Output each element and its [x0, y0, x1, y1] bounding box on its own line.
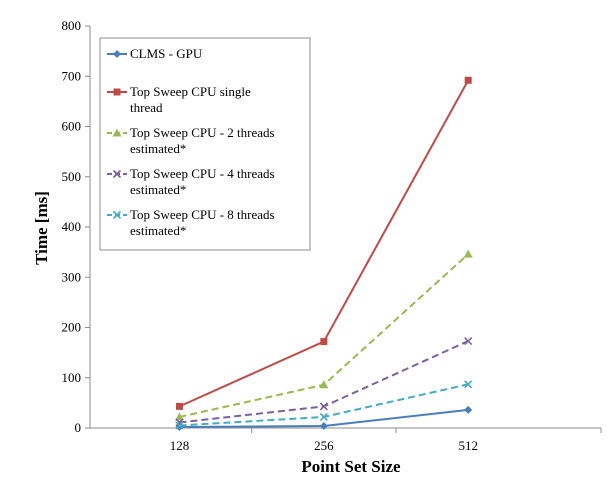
y-axis-ticks: 0 100 200 300 400 500 600 700 800: [62, 18, 90, 435]
legend-swatch-marker: [112, 210, 122, 220]
legend-label: CLMS - GPU: [130, 46, 203, 61]
legend-label: thread: [130, 100, 163, 115]
data-point: [319, 421, 328, 430]
x-axis-label: Point Set Size: [301, 457, 401, 476]
data-point: [320, 338, 328, 346]
legend-label: Top Sweep CPU single: [130, 84, 251, 99]
y-tick-label: 500: [62, 169, 82, 184]
y-tick-label: 300: [62, 269, 82, 284]
legend-label: Top Sweep CPU - 8 threads: [130, 207, 275, 222]
y-tick-label: 600: [62, 119, 82, 134]
legend-swatch-marker: [113, 50, 121, 58]
legend-label: estimated*: [130, 223, 186, 238]
y-tick-label: 0: [75, 420, 82, 435]
data-point: [464, 337, 473, 346]
legend-label: estimated*: [130, 182, 186, 197]
series-4: [175, 337, 473, 427]
series-line: [179, 383, 469, 427]
legend-label: estimated*: [130, 141, 186, 156]
series-5: [175, 380, 473, 430]
legend-label: Top Sweep CPU - 2 threads: [130, 125, 275, 140]
data-point: [319, 412, 328, 422]
legend-item: CLMS - GPU: [107, 46, 203, 61]
data-point: [464, 76, 472, 84]
data-point: [175, 402, 183, 410]
x-tick-label: 128: [170, 438, 190, 453]
data-point: [175, 421, 184, 430]
data-point: [463, 249, 473, 258]
series-3: [174, 249, 473, 421]
y-tick-label: 400: [62, 219, 82, 234]
legend-swatch-marker: [112, 169, 122, 179]
legend-label: Top Sweep CPU - 4 threads: [130, 166, 275, 181]
x-tick-label: 512: [458, 438, 478, 453]
legend-swatch-marker: [112, 128, 122, 137]
series-2: [175, 76, 472, 410]
x-tick-label: 256: [314, 438, 334, 453]
y-axis-label: Time [ms]: [32, 191, 51, 265]
legend-box: [99, 37, 311, 251]
data-point: [319, 380, 329, 389]
data-point: [464, 380, 473, 389]
data-point: [174, 412, 184, 421]
series-line: [179, 253, 469, 418]
x-axis-ticks: 128 256 512: [170, 428, 602, 453]
y-tick-label: 100: [62, 370, 82, 385]
chart-series: [174, 76, 473, 431]
y-tick-label: 200: [62, 320, 82, 335]
y-tick-label: 800: [62, 18, 82, 33]
y-tick-label: 700: [62, 68, 82, 83]
legend-swatch-marker: [113, 88, 121, 96]
series-1: [175, 405, 473, 431]
data-point: [464, 405, 473, 414]
data-point: [319, 402, 328, 411]
